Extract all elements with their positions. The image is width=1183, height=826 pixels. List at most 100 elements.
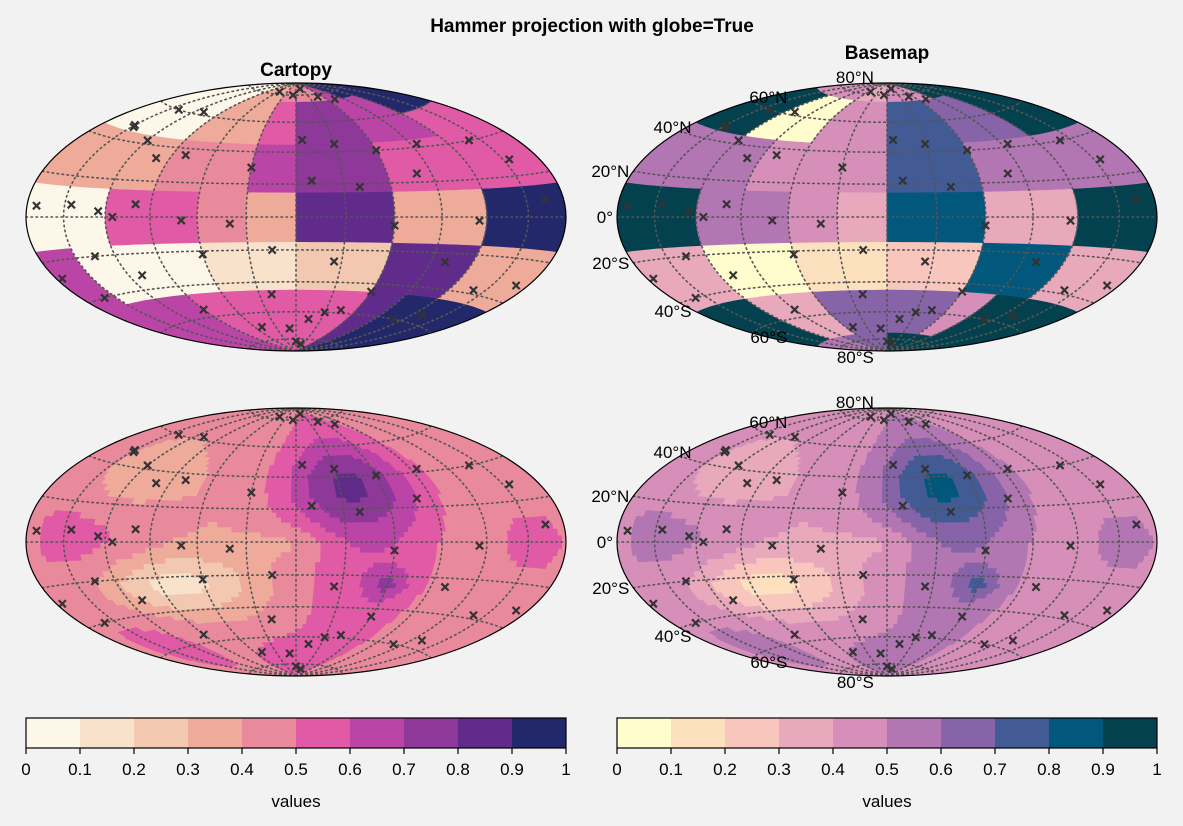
contour-cell bbox=[285, 556, 292, 563]
contour-cell bbox=[374, 546, 381, 553]
contour-cell bbox=[310, 516, 317, 523]
x-marker bbox=[895, 314, 904, 324]
contour-cell bbox=[281, 581, 288, 587]
contour-cell bbox=[79, 535, 85, 543]
x-marker bbox=[176, 216, 186, 225]
contour-cell bbox=[417, 546, 424, 553]
x-marker bbox=[691, 293, 701, 303]
contour-cell bbox=[135, 541, 142, 548]
contour-cell bbox=[450, 536, 457, 543]
contour-cell bbox=[511, 535, 517, 543]
figure-suptitle: Hammer projection with globe=True bbox=[430, 16, 754, 37]
x-marker bbox=[728, 270, 738, 280]
contour-cell bbox=[231, 521, 238, 528]
contour-cell bbox=[265, 546, 272, 553]
contour-cell bbox=[256, 516, 263, 523]
x-marker bbox=[366, 287, 376, 296]
contour-cell bbox=[300, 590, 306, 597]
contour-cell bbox=[270, 561, 277, 568]
contour-cell bbox=[300, 516, 307, 523]
pcolor-cell bbox=[787, 191, 839, 218]
contour-cell bbox=[300, 561, 307, 568]
contour-cell bbox=[300, 546, 307, 553]
contour-cell bbox=[403, 546, 410, 553]
x-marker bbox=[1003, 169, 1013, 178]
parallel-line bbox=[679, 281, 1095, 304]
contour-cell bbox=[363, 521, 371, 528]
pcolor-cell bbox=[481, 216, 529, 249]
contour-cell bbox=[314, 507, 321, 513]
x-marker bbox=[355, 182, 365, 192]
contour-cell bbox=[236, 521, 243, 528]
map-panel-1 bbox=[25, 82, 567, 352]
lat-label: 60°N bbox=[749, 88, 787, 107]
contour-cell bbox=[285, 566, 292, 573]
contour-cell bbox=[374, 551, 381, 558]
pcolor-cell bbox=[245, 216, 297, 243]
contour-cell bbox=[140, 536, 146, 543]
contour-cell bbox=[122, 541, 128, 548]
contour-cell bbox=[131, 536, 137, 543]
contour-cell bbox=[275, 551, 282, 558]
x-marker bbox=[257, 322, 267, 332]
contour-cell bbox=[300, 511, 307, 518]
contour-cell bbox=[304, 581, 311, 587]
contour-cell bbox=[490, 541, 496, 549]
x-marker bbox=[151, 153, 161, 163]
meridian-line bbox=[695, 83, 888, 351]
contour-cell bbox=[355, 546, 361, 553]
x-marker bbox=[957, 287, 967, 296]
contour-cell bbox=[286, 595, 293, 601]
contour-cell bbox=[288, 614, 293, 620]
contour-cell bbox=[285, 546, 292, 553]
pcolor-cell bbox=[982, 189, 1034, 218]
pcolor-cell bbox=[104, 216, 155, 246]
contour-cell bbox=[408, 546, 415, 553]
contour-cell bbox=[261, 561, 268, 568]
contour-cell bbox=[314, 511, 321, 518]
contour-cell bbox=[280, 551, 287, 558]
contour-cell bbox=[270, 546, 277, 553]
x-marker bbox=[866, 87, 876, 97]
contour-cell bbox=[251, 521, 258, 528]
contour-cell bbox=[235, 531, 242, 538]
x-marker bbox=[143, 136, 153, 145]
contour-cell bbox=[216, 531, 223, 538]
contour-cell bbox=[539, 541, 545, 549]
parallel-line bbox=[839, 338, 935, 350]
contour-cell bbox=[276, 576, 283, 582]
contour-cell bbox=[299, 600, 305, 606]
parallel-line bbox=[679, 130, 1095, 153]
pcolor-cell bbox=[654, 216, 702, 249]
contour-cell bbox=[364, 526, 371, 533]
parallel-line bbox=[632, 170, 1142, 185]
contour-cell bbox=[285, 531, 292, 538]
contour-cell bbox=[300, 556, 307, 563]
x-marker bbox=[199, 107, 209, 117]
pcolor-cell bbox=[1072, 216, 1120, 249]
contour-cell bbox=[275, 546, 282, 553]
contour-cell bbox=[270, 531, 277, 538]
x-marker bbox=[475, 216, 484, 226]
contour-cell bbox=[281, 511, 287, 518]
x-marker bbox=[920, 257, 930, 266]
contour-cell bbox=[305, 561, 312, 568]
contour-cell bbox=[270, 526, 277, 533]
contour-cell bbox=[285, 561, 292, 568]
x-marker bbox=[225, 219, 235, 229]
x-marker bbox=[296, 339, 306, 349]
contour-cell bbox=[360, 546, 366, 553]
parallel-line bbox=[41, 249, 551, 264]
contour-cell bbox=[450, 541, 457, 548]
contour-cell bbox=[384, 531, 391, 538]
contour-cell bbox=[261, 521, 267, 528]
contour-cell bbox=[403, 531, 410, 538]
x-marker bbox=[887, 339, 897, 349]
x-marker bbox=[879, 90, 889, 100]
pcolor-cell bbox=[787, 216, 839, 243]
contour-cell bbox=[275, 561, 282, 568]
contour-cell bbox=[280, 561, 287, 568]
contour-cell bbox=[140, 541, 146, 548]
pcolor-cell bbox=[344, 191, 396, 218]
pcolor-cell bbox=[391, 216, 443, 245]
